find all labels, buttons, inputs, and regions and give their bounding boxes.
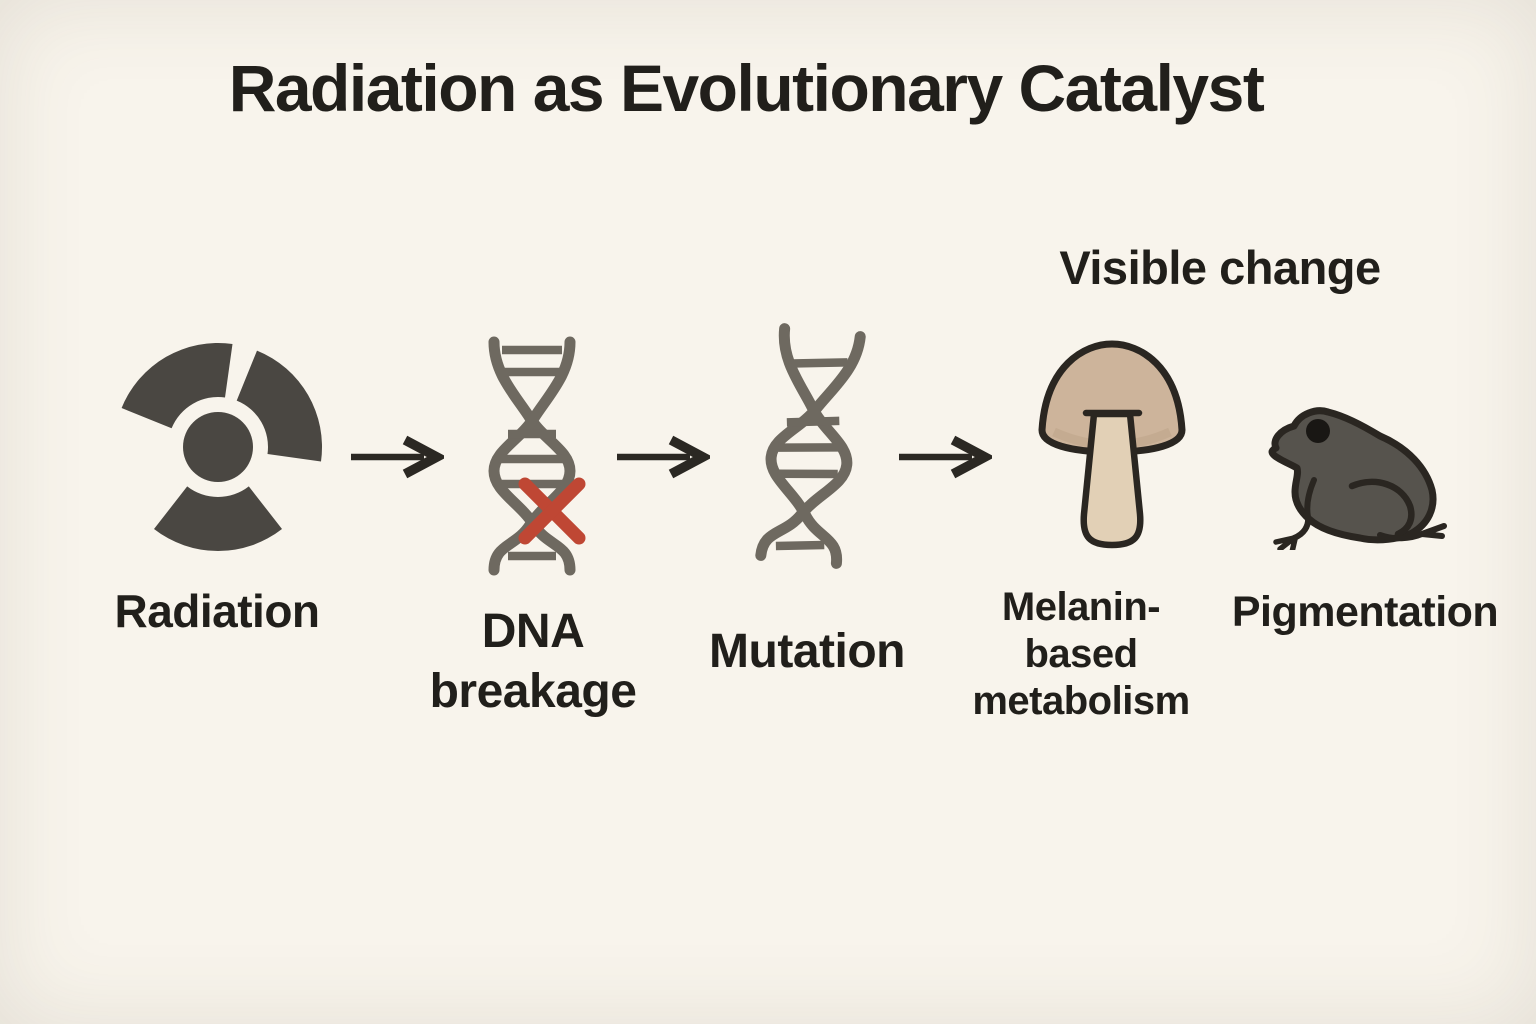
broken-dna-icon: [488, 336, 586, 576]
visible-change-heading: Visible change: [1059, 241, 1381, 294]
flow-arrow-icon: [899, 435, 992, 479]
dna-breakage-label-line2: breakage: [429, 665, 637, 718]
melanin-label: Melanin- based metabolism: [972, 584, 1190, 725]
dna-breakage-label-line1: DNA: [481, 605, 585, 658]
dna-breakage-label: DNA breakage: [430, 602, 637, 722]
frog-eye-icon: [1306, 419, 1330, 443]
mushroom-icon: [1038, 340, 1186, 549]
melanin-label-line2: based: [1024, 632, 1138, 676]
pigmentation-label: Pigmentation: [1231, 588, 1499, 636]
flow-arrow-icon: [351, 435, 444, 479]
radiation-label: Radiation: [114, 585, 320, 637]
dna-helix-icon: [755, 323, 866, 569]
melanin-label-line3: metabolism: [972, 679, 1190, 723]
mutation-label: Mutation: [709, 625, 905, 678]
flow-arrow-icon: [617, 435, 710, 479]
frog-icon: [1268, 407, 1447, 550]
page-title: Radiation as Evolutionary Catalyst: [228, 51, 1265, 125]
melanin-label-line1: Melanin-: [1001, 585, 1161, 629]
break-x-icon: [518, 477, 586, 545]
radiation-trefoil-icon: [121, 342, 323, 552]
